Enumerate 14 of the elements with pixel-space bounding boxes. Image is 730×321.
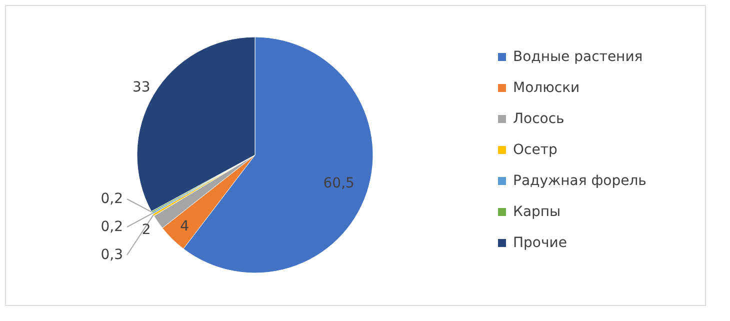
data-label: 0,3 bbox=[100, 247, 123, 263]
data-label: 33 bbox=[132, 79, 150, 96]
data-label: 2 bbox=[142, 222, 151, 238]
legend-label: Осетр bbox=[513, 142, 558, 158]
data-label: 0,2 bbox=[100, 219, 123, 235]
data-label: 4 bbox=[180, 218, 190, 234]
legend-label: Лосось bbox=[513, 111, 564, 127]
legend-label: Молюски bbox=[513, 80, 580, 96]
legend-label: Водные растения bbox=[513, 49, 643, 65]
data-label: 0,2 bbox=[100, 191, 123, 207]
legend-label: Прочие bbox=[513, 235, 567, 251]
legend-label: Радужная форель bbox=[513, 173, 646, 189]
data-label: 60,5 bbox=[323, 175, 354, 192]
legend-label: Карпы bbox=[513, 204, 561, 220]
